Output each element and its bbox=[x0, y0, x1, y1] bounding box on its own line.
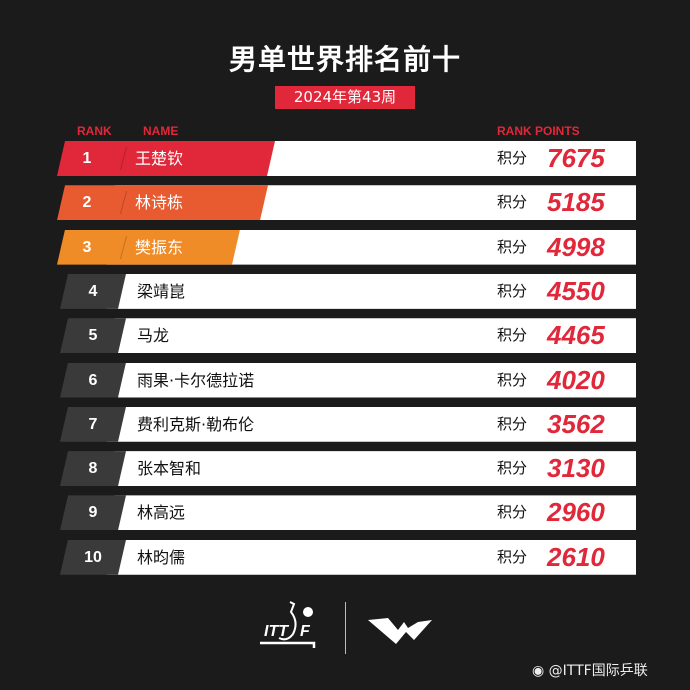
svg-text:ITT: ITT bbox=[264, 623, 289, 640]
ranking-row: 6 雨果·卡尔德拉诺 积分 4020 bbox=[57, 362, 636, 398]
points-label: 积分 bbox=[497, 503, 528, 522]
header-rank: RANK bbox=[77, 124, 112, 138]
rank-number: 6 bbox=[88, 371, 98, 389]
rank-block bbox=[60, 274, 126, 309]
player-name: 雨果·卡尔德拉诺 bbox=[137, 370, 255, 390]
wtt-logo bbox=[368, 618, 434, 650]
points-label: 积分 bbox=[497, 414, 528, 433]
header-points: RANK POINTS bbox=[497, 124, 580, 138]
player-name: 林高远 bbox=[137, 503, 186, 523]
rank-block bbox=[60, 495, 126, 530]
ranking-row: 7 费利克斯·勒布伦 积分 3562 bbox=[57, 406, 636, 442]
ranking-row: 3 樊振东 积分 4998 bbox=[57, 229, 636, 265]
points-label: 积分 bbox=[497, 281, 528, 300]
points-label: 积分 bbox=[497, 237, 528, 256]
row-background bbox=[107, 318, 636, 354]
weibo-icon: ◉ bbox=[532, 663, 549, 679]
rank-number: 3 bbox=[82, 238, 92, 256]
rank-block bbox=[57, 141, 275, 176]
rank-block bbox=[57, 185, 268, 220]
points-label: 积分 bbox=[497, 193, 528, 212]
player-name: 费利克斯·勒布伦 bbox=[137, 414, 255, 434]
rank-block bbox=[60, 451, 126, 486]
points-value: 4550 bbox=[547, 275, 605, 306]
rank-block bbox=[60, 363, 126, 398]
row-background bbox=[107, 451, 636, 487]
player-name: 林诗栋 bbox=[135, 193, 184, 213]
weibo-watermark: ◉ @ITTF国际乒联 bbox=[532, 663, 648, 679]
player-name: 王楚钦 bbox=[135, 149, 184, 168]
rank-block bbox=[57, 230, 240, 265]
svg-text:F: F bbox=[300, 623, 311, 640]
rank-block bbox=[60, 318, 126, 353]
player-name: 张本智和 bbox=[137, 459, 202, 479]
rank-block bbox=[60, 540, 126, 575]
points-value: 4020 bbox=[547, 364, 605, 395]
points-label: 积分 bbox=[497, 459, 528, 478]
ittf-logo: ITT F bbox=[258, 598, 320, 652]
row-background bbox=[107, 495, 636, 531]
rank-number: 8 bbox=[88, 460, 98, 478]
ranking-row: 2 林诗栋 积分 5185 bbox=[57, 185, 636, 221]
logo-divider bbox=[345, 602, 346, 654]
row-background bbox=[107, 406, 636, 442]
points-value: 4465 bbox=[547, 320, 605, 351]
header-name: NAME bbox=[143, 124, 179, 138]
rank-number: 4 bbox=[88, 282, 98, 300]
ranking-row: 1 王楚钦 积分 7675 bbox=[57, 141, 636, 176]
ranking-row: 4 梁靖崑 积分 4550 bbox=[57, 273, 636, 309]
points-value: 4998 bbox=[547, 231, 605, 262]
player-name: 樊振东 bbox=[135, 237, 184, 257]
week-badge: 2024年第43周 bbox=[275, 86, 415, 109]
row-background bbox=[107, 539, 636, 575]
row-background bbox=[107, 273, 636, 309]
ranking-row: 8 张本智和 积分 3130 bbox=[57, 451, 636, 487]
player-name: 林昀儒 bbox=[137, 547, 186, 567]
page-title: 男单世界排名前十 bbox=[228, 43, 461, 76]
rank-number: 5 bbox=[88, 327, 98, 345]
rank-number: 9 bbox=[88, 504, 98, 522]
ranking-row: 5 马龙 积分 4465 bbox=[57, 318, 636, 354]
ranking-row: 9 林高远 积分 2960 bbox=[57, 495, 636, 531]
points-value: 5185 bbox=[547, 187, 605, 218]
points-value: 2960 bbox=[547, 497, 605, 528]
points-label: 积分 bbox=[497, 326, 528, 345]
points-value: 3130 bbox=[547, 453, 605, 484]
player-name: 马龙 bbox=[137, 326, 170, 346]
points-value: 3562 bbox=[547, 408, 605, 439]
points-value: 2610 bbox=[547, 541, 605, 572]
points-label: 积分 bbox=[497, 370, 528, 389]
player-name: 梁靖崑 bbox=[137, 281, 186, 301]
rank-block bbox=[60, 407, 126, 442]
points-label: 积分 bbox=[497, 547, 528, 566]
row-background bbox=[107, 362, 636, 398]
rank-number: 7 bbox=[88, 415, 98, 433]
rank-number: 10 bbox=[84, 548, 102, 566]
ranking-row: 10 林昀儒 积分 2610 bbox=[57, 539, 636, 575]
points-label: 积分 bbox=[497, 149, 528, 167]
rank-number: 1 bbox=[82, 150, 92, 167]
points-value: 7675 bbox=[547, 143, 605, 173]
rank-number: 2 bbox=[82, 194, 92, 212]
